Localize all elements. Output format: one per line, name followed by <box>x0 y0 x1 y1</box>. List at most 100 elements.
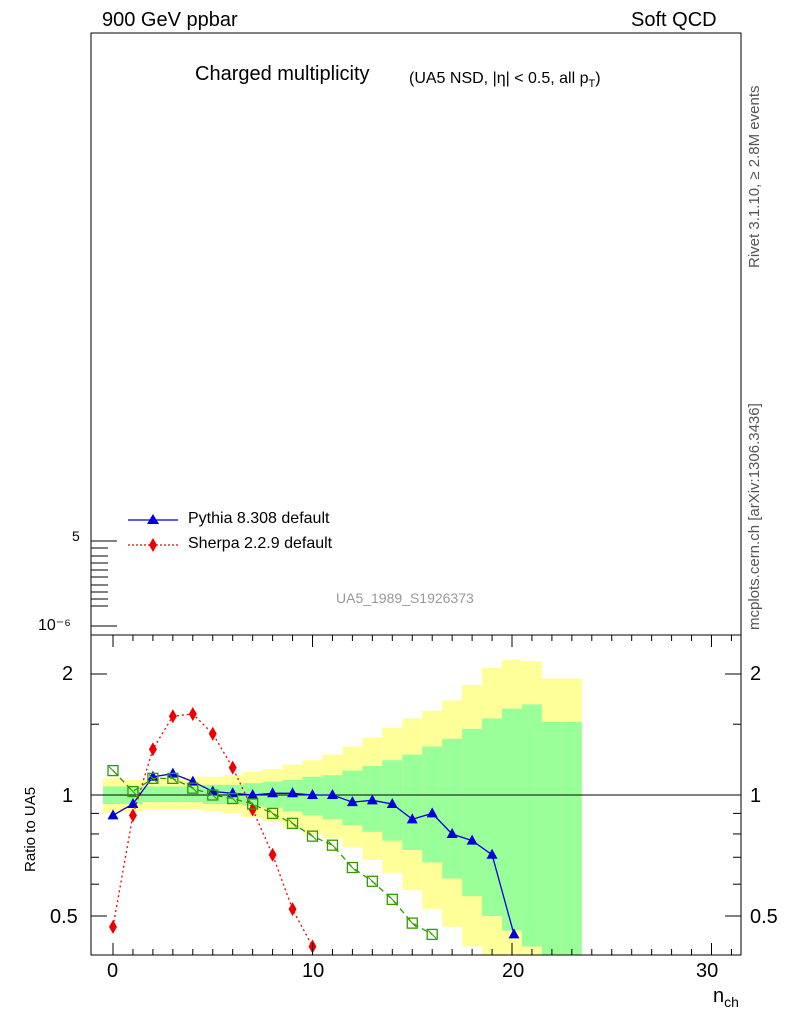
legend-sherpa-label: Sherpa 2.2.9 default <box>188 535 333 552</box>
pythia-point <box>466 834 478 845</box>
pythia-point <box>107 809 119 820</box>
ratio-y-tick-2: 2 <box>62 663 74 685</box>
ratio-uncertainty-bands <box>103 659 582 955</box>
third-series-point <box>266 807 279 820</box>
third-series-point <box>326 839 339 851</box>
pythia-point <box>127 797 139 808</box>
ratio-y-label: Ratio to UA5 <box>22 786 39 872</box>
pythia-point <box>247 789 259 799</box>
ratio-x-tick-0: 0 <box>107 960 119 982</box>
sherpa-point <box>208 726 217 741</box>
ratio-x-label: nch <box>713 985 739 1010</box>
third-series-point-cross <box>248 799 258 809</box>
pythia-point <box>486 848 498 859</box>
pythia-point <box>287 787 299 798</box>
sherpa-point <box>288 902 297 917</box>
third-series-point-cross <box>427 930 437 939</box>
third-series-point-cross <box>128 787 138 796</box>
upper-y-ticks <box>91 540 117 627</box>
third-series-point <box>386 893 398 906</box>
ratio-y-tick-05-right: 0.5 <box>750 906 778 928</box>
ratio-y-tick-1: 1 <box>62 785 74 807</box>
band-inner-bin <box>422 746 443 863</box>
legend-sherpa-marker <box>128 538 178 552</box>
pythia-point <box>307 789 318 799</box>
sherpa-point <box>168 709 177 724</box>
sherpa-point <box>128 808 137 823</box>
series-line-2 <box>112 770 433 935</box>
third-series-point <box>127 785 139 798</box>
third-series-point <box>147 772 159 785</box>
ratio-ticks <box>91 635 741 955</box>
third-series-point <box>426 928 438 941</box>
band-inner-bin <box>482 718 503 917</box>
ratio-y-tick-1-right: 1 <box>750 785 762 807</box>
third-series-point <box>366 875 379 887</box>
upper-tick-1e-6: 10⁻⁶ <box>38 617 71 634</box>
pythia-point <box>366 794 378 805</box>
sherpa-point <box>148 742 157 757</box>
band-inner-bin <box>442 738 463 879</box>
third-series-point-cross <box>348 863 357 872</box>
upper-tick-5: 5 <box>72 528 80 544</box>
ratio-x-tick-10: 10 <box>302 960 325 982</box>
third-series-point <box>227 792 239 805</box>
ratio-y-tick-2-right: 2 <box>750 663 762 685</box>
third-series-point <box>207 789 219 801</box>
third-series-point-cross <box>387 895 397 904</box>
header-category: Soft QCD <box>631 9 717 31</box>
band-inner-bin <box>541 721 562 955</box>
ratio-x-tick-20: 20 <box>502 960 525 982</box>
side-version-text: Rivet 3.1.10, ≥ 2.8M events <box>746 85 763 269</box>
third-series-point <box>406 917 418 929</box>
third-series-point <box>346 861 359 874</box>
third-series-point-cross <box>208 790 218 800</box>
pythia-point <box>326 789 338 799</box>
pythia-point <box>508 928 520 939</box>
third-series-point-cross <box>268 809 277 818</box>
side-source-text: mcplots.cern.ch [arXiv:1306.3436] <box>746 403 763 630</box>
reference-label: UA5_1989_S1926373 <box>336 590 474 606</box>
band-inner-bin <box>521 704 542 947</box>
ratio-x-tick-30: 30 <box>696 960 719 982</box>
third-series-point-cross <box>228 794 238 803</box>
sherpa-point <box>188 707 197 722</box>
pythia-point <box>267 787 279 798</box>
third-series-point-cross <box>308 831 317 841</box>
pythia-point <box>406 813 418 824</box>
chart-title: Charged multiplicity <box>195 63 370 85</box>
pythia-point <box>346 796 358 807</box>
third-series-point-cross <box>367 876 377 886</box>
sherpa-point <box>228 760 237 775</box>
ratio-y-tick-05: 0.5 <box>50 906 78 928</box>
sherpa-point <box>109 919 117 934</box>
third-series-point <box>107 764 119 777</box>
band-inner-bin <box>561 721 582 955</box>
band-inner-bin <box>162 786 183 803</box>
third-series-point-cross <box>108 766 118 775</box>
pythia-point <box>167 767 179 778</box>
series-line-1 <box>112 713 314 947</box>
chart-subtitle: (UA5 NSD, |η| < 0.5, all pT) <box>409 70 601 91</box>
pythia-point <box>386 797 398 808</box>
third-series-point-cross <box>188 783 198 793</box>
pythia-point <box>426 807 438 818</box>
third-series-point <box>306 830 319 842</box>
pythia-point <box>227 787 239 798</box>
third-series-point-cross <box>407 918 417 928</box>
third-series-point-cross <box>328 840 337 850</box>
band-inner-bin <box>402 754 423 850</box>
third-series-point-cross <box>288 819 297 828</box>
third-series-point-cross <box>168 774 178 783</box>
third-series-point <box>246 798 259 810</box>
third-series-point <box>286 817 299 830</box>
third-series-point-cross <box>148 774 158 783</box>
pythia-point <box>446 827 458 838</box>
header-process: 900 GeV ppbar <box>102 9 238 31</box>
band-inner-bin <box>502 708 522 931</box>
legend-pythia-label: Pythia 8.308 default <box>188 510 330 527</box>
third-series-point <box>187 782 199 794</box>
legend-pythia-marker <box>128 514 178 524</box>
third-series-point <box>167 772 179 785</box>
